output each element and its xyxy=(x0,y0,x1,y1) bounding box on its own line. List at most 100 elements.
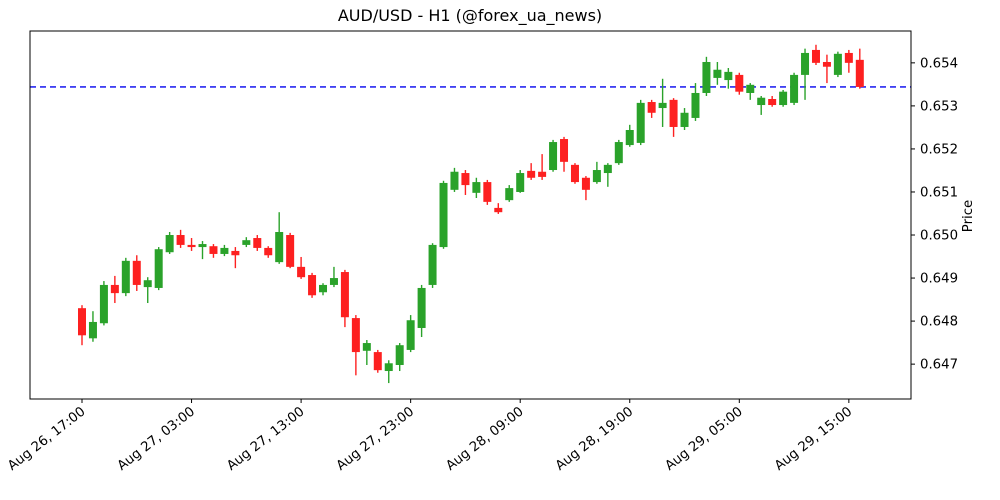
candles-group xyxy=(78,44,864,384)
candle xyxy=(209,244,218,258)
x-tick-label: Aug 28, 09:00 xyxy=(443,404,526,474)
candle xyxy=(855,48,864,89)
candle xyxy=(658,78,667,127)
y-tick-label: 0.650 xyxy=(920,229,958,244)
candle xyxy=(614,139,623,165)
plot-border xyxy=(29,30,912,400)
candle xyxy=(121,257,130,297)
candle-body xyxy=(855,59,864,87)
candle xyxy=(549,139,558,172)
candle xyxy=(406,315,415,353)
candle xyxy=(242,237,251,248)
candle-body xyxy=(527,170,536,178)
candle xyxy=(636,99,645,146)
candle-body xyxy=(461,173,470,186)
candle xyxy=(483,179,492,205)
candle-body xyxy=(395,345,404,365)
candle-body xyxy=(88,321,97,339)
candle-body xyxy=(319,284,328,293)
candle-body xyxy=(680,112,689,127)
candle xyxy=(538,154,547,180)
candle xyxy=(329,266,338,288)
candle-body xyxy=(297,266,306,278)
candle-body xyxy=(450,171,459,190)
x-tick-label: Aug 26, 17:00 xyxy=(5,404,88,474)
candle xyxy=(297,256,306,279)
candle xyxy=(560,136,569,172)
y-tick-label: 0.654 xyxy=(920,56,958,71)
candle xyxy=(713,61,722,85)
candle-body xyxy=(811,49,820,63)
candle-body xyxy=(581,177,590,190)
candle-body xyxy=(647,102,656,113)
candle xyxy=(187,238,196,251)
candle-body xyxy=(384,363,393,372)
candle xyxy=(450,167,459,192)
candle-body xyxy=(417,287,426,328)
candle xyxy=(154,247,163,291)
candle-body xyxy=(735,74,744,92)
candle xyxy=(198,241,207,260)
candle xyxy=(592,161,601,184)
candle-body xyxy=(198,244,207,248)
y-tick-label: 0.653 xyxy=(920,99,958,114)
candle xyxy=(702,56,711,96)
candle-body xyxy=(143,280,152,288)
x-tick-label: Aug 27, 13:00 xyxy=(224,404,307,474)
candle xyxy=(801,48,810,100)
candle-body xyxy=(253,238,262,248)
candle xyxy=(275,212,284,264)
candle xyxy=(768,95,777,107)
candle-body xyxy=(768,99,777,106)
candle-body xyxy=(308,275,317,296)
candle-body xyxy=(121,260,130,294)
candle xyxy=(581,176,590,201)
candle xyxy=(143,277,152,304)
candle-body xyxy=(242,240,251,245)
chart-title: AUD/USD - H1 (@forex_ua_news) xyxy=(338,6,602,26)
candle xyxy=(669,98,678,137)
candle xyxy=(308,272,317,298)
candle-body xyxy=(636,102,645,143)
candle-body xyxy=(658,102,667,109)
candle-body xyxy=(439,182,448,248)
candle xyxy=(110,275,119,304)
candle xyxy=(505,185,514,202)
candle-body xyxy=(286,235,295,267)
candle xyxy=(417,284,426,338)
candle-body xyxy=(570,164,579,183)
candle xyxy=(844,49,853,73)
candle-body xyxy=(176,235,185,245)
candle xyxy=(165,232,174,254)
y-tick-label: 0.652 xyxy=(920,143,958,158)
candle xyxy=(833,51,842,78)
candle xyxy=(132,255,141,291)
candle-body xyxy=(592,170,601,183)
x-tick-label: Aug 27, 03:00 xyxy=(115,404,198,474)
candle xyxy=(395,343,404,372)
candle-body xyxy=(110,284,119,294)
candle-body xyxy=(746,84,755,93)
candle-body xyxy=(351,318,360,353)
candle-body xyxy=(99,284,108,324)
candle xyxy=(746,83,755,100)
candle-body xyxy=(428,244,437,285)
candle xyxy=(680,108,689,130)
candle-body xyxy=(78,308,86,336)
candle xyxy=(319,283,328,296)
candle-body xyxy=(822,61,831,67)
candle xyxy=(724,68,733,89)
candle-body xyxy=(472,182,481,193)
y-tick-label: 0.648 xyxy=(920,315,958,330)
candle xyxy=(176,229,185,248)
candle-body xyxy=(801,52,810,75)
candle-body xyxy=(757,97,766,106)
y-tick-label: 0.647 xyxy=(920,358,958,373)
candle-body xyxy=(505,188,514,201)
candle xyxy=(461,170,470,195)
candle-body xyxy=(165,235,174,253)
candle-body xyxy=(275,232,284,263)
candle-body xyxy=(560,139,569,162)
candle xyxy=(779,89,788,107)
